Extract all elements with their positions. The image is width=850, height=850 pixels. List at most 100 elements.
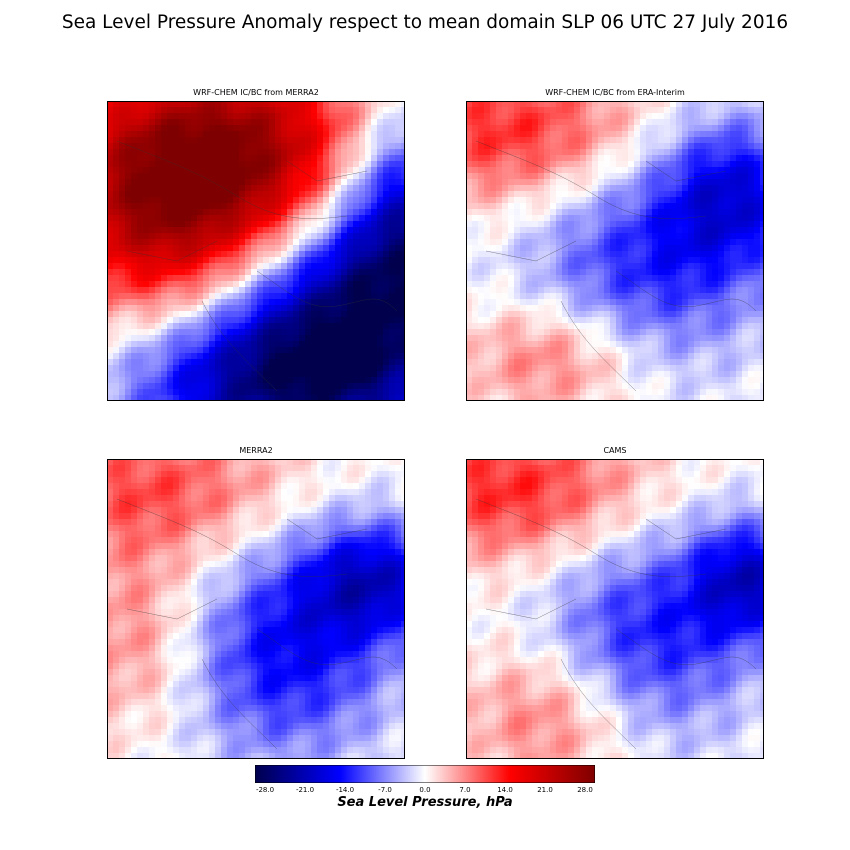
heatmap-cell — [640, 245, 647, 252]
heatmap-cell — [502, 161, 509, 168]
heatmap-cell — [401, 137, 405, 144]
heatmap-cell — [389, 305, 396, 312]
heatmap-cell — [676, 311, 683, 318]
heatmap-cell — [359, 335, 366, 342]
heatmap-cell — [401, 209, 405, 216]
heatmap-cell — [257, 383, 264, 390]
heatmap-cell — [616, 341, 623, 348]
heatmap-cell — [754, 191, 761, 198]
heatmap-cell — [119, 383, 126, 390]
heatmap-cell — [347, 173, 354, 180]
heatmap-cell — [658, 317, 665, 324]
heatmap-cell — [329, 323, 336, 330]
heatmap-cell — [490, 125, 497, 132]
heatmap-cell — [287, 173, 294, 180]
heatmap-cell — [634, 275, 641, 282]
heatmap-cell — [520, 395, 527, 401]
heatmap-cell — [490, 389, 497, 396]
heatmap-cell — [335, 239, 342, 246]
heatmap-cell — [251, 389, 258, 396]
heatmap-cell — [706, 167, 713, 174]
heatmap-cell — [586, 353, 593, 360]
heatmap-cell — [245, 347, 252, 354]
heatmap-cell — [107, 143, 114, 150]
heatmap-cell — [317, 233, 324, 240]
heatmap-cell — [580, 161, 587, 168]
heatmap-cell — [556, 107, 563, 114]
heatmap-cell — [718, 143, 725, 150]
heatmap-cell — [730, 341, 737, 348]
heatmap-cell — [556, 341, 563, 348]
heatmap-cell — [682, 263, 689, 270]
heatmap-cell — [287, 197, 294, 204]
heatmap-cell — [610, 371, 617, 378]
heatmap-cell — [155, 305, 162, 312]
heatmap-cell — [748, 341, 755, 348]
heatmap-cell — [323, 341, 330, 348]
heatmap-cell — [227, 215, 234, 222]
heatmap-cell — [466, 269, 473, 276]
heatmap-cell — [550, 197, 557, 204]
heatmap-cell — [173, 221, 180, 228]
heatmap-cell — [706, 107, 713, 114]
heatmap-cell — [113, 215, 120, 222]
heatmap-cell — [586, 341, 593, 348]
heatmap-cell — [646, 101, 653, 108]
heatmap-cell — [520, 293, 527, 300]
heatmap-cell — [395, 107, 402, 114]
heatmap-cell — [227, 239, 234, 246]
heatmap-cell — [365, 383, 372, 390]
heatmap-cell — [748, 161, 755, 168]
heatmap-cell — [167, 137, 174, 144]
heatmap-cell — [209, 233, 216, 240]
heatmap-cell — [718, 329, 725, 336]
heatmap-cell — [466, 155, 473, 162]
heatmap-cell — [395, 155, 402, 162]
heatmap-cell — [245, 209, 252, 216]
heatmap-cell — [550, 221, 557, 228]
heatmap-cell — [395, 101, 402, 108]
heatmap-cell — [113, 329, 120, 336]
heatmap-cell — [185, 173, 192, 180]
heatmap-cell — [275, 329, 282, 336]
heatmap-cell — [197, 215, 204, 222]
heatmap-cell — [191, 311, 198, 318]
heatmap-cell — [676, 155, 683, 162]
heatmap-cell — [508, 203, 515, 210]
heatmap-cell — [383, 227, 390, 234]
heatmap-cell — [592, 329, 599, 336]
heatmap-cell — [131, 173, 138, 180]
heatmap-cell — [502, 383, 509, 390]
heatmap-cell — [341, 275, 348, 282]
heatmap-cell — [263, 323, 270, 330]
heatmap-cell — [682, 203, 689, 210]
heatmap-cell — [508, 389, 515, 396]
heatmap-cell — [670, 161, 677, 168]
heatmap-cell — [760, 353, 764, 360]
heatmap-cell — [526, 263, 533, 270]
heatmap-cell — [652, 233, 659, 240]
heatmap-cell — [622, 257, 629, 264]
heatmap-cell — [335, 305, 342, 312]
heatmap-cell — [580, 137, 587, 144]
heatmap-cell — [586, 281, 593, 288]
heatmap-cell — [209, 347, 216, 354]
heatmap-cell — [371, 149, 378, 156]
heatmap-cell — [556, 347, 563, 354]
heatmap-cell — [694, 161, 701, 168]
heatmap-cell — [281, 347, 288, 354]
heatmap-cell — [628, 155, 635, 162]
heatmap-cell — [197, 383, 204, 390]
heatmap-cell — [239, 149, 246, 156]
heatmap-cell — [694, 185, 701, 192]
heatmap-cell — [353, 365, 360, 372]
heatmap-cell — [347, 143, 354, 150]
heatmap-cell — [341, 197, 348, 204]
heatmap-cell — [281, 251, 288, 258]
heatmap-cell — [143, 107, 150, 114]
heatmap-cell — [712, 161, 719, 168]
heatmap-cell — [401, 203, 405, 210]
heatmap-cell — [293, 113, 300, 120]
heatmap-cell — [592, 371, 599, 378]
heatmap-cell — [353, 299, 360, 306]
